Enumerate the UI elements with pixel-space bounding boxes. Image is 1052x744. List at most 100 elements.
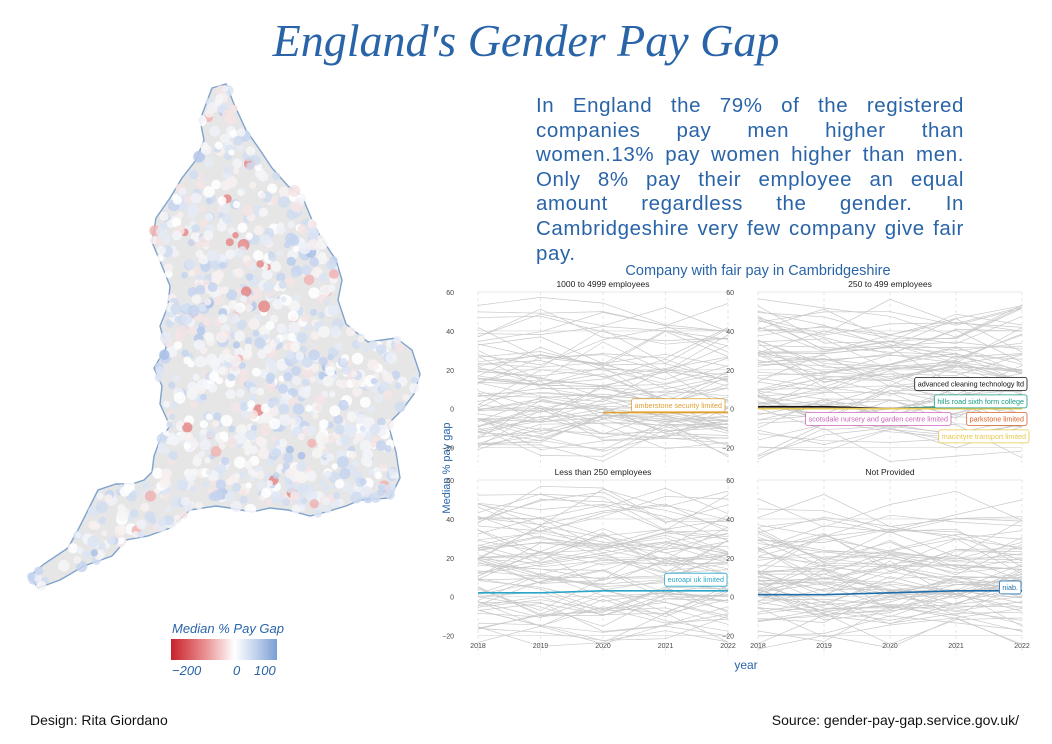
series-label: scotsdale nursery and garden centre limi… <box>805 411 952 426</box>
company-dot <box>325 366 335 376</box>
company-dot <box>270 196 279 205</box>
company-dot <box>309 376 316 383</box>
company-dot <box>252 250 264 261</box>
company-dot <box>58 560 70 572</box>
series-label-box <box>938 429 1030 444</box>
background-line <box>477 409 729 450</box>
company-dot <box>137 530 145 538</box>
company-dot <box>254 337 266 349</box>
background-line <box>477 505 729 533</box>
company-dot <box>159 331 172 344</box>
company-dot <box>168 381 176 389</box>
company-dot <box>233 456 246 469</box>
company-dot <box>245 146 256 156</box>
company-dot <box>277 464 284 471</box>
company-dot <box>284 468 295 479</box>
company-dot <box>287 310 299 322</box>
legend-color-bar <box>171 639 277 660</box>
company-dot <box>180 496 190 506</box>
company-dot <box>262 333 270 341</box>
company-dot <box>183 442 191 450</box>
svg-text:hills road sixth form college: hills road sixth form college <box>937 397 1024 406</box>
company-dot <box>160 222 168 230</box>
x-tick-label: 2022 <box>720 643 736 650</box>
company-dot <box>334 479 345 489</box>
background-line <box>757 533 1023 571</box>
company-dot <box>240 489 247 496</box>
background-line <box>477 559 729 586</box>
company-dot <box>183 195 192 204</box>
company-dot <box>268 406 279 417</box>
company-dot <box>266 458 275 467</box>
company-dot <box>339 358 348 367</box>
company-dot <box>256 260 264 268</box>
source-credit: Source: gender-pay-gap.service.gov.uk/ <box>771 712 1019 728</box>
company-dot <box>359 478 367 486</box>
company-dot <box>334 424 345 435</box>
x-tick-label: 2018 <box>470 643 486 650</box>
company-dot <box>233 135 244 146</box>
company-dot <box>222 85 229 93</box>
series-label: hills road sixth form college <box>933 394 1028 409</box>
company-dot <box>309 257 320 267</box>
background-line <box>757 589 1023 625</box>
y-tick-label: 0 <box>730 595 734 602</box>
company-dot <box>251 367 261 377</box>
company-dot <box>370 377 378 385</box>
background-line <box>477 368 729 403</box>
company-dot <box>321 497 331 506</box>
company-dot <box>313 509 322 518</box>
company-dot <box>245 337 253 345</box>
background-line <box>477 420 729 451</box>
background-line <box>757 333 1023 371</box>
x-tick-label: 2021 <box>658 643 674 650</box>
company-dot <box>411 376 418 384</box>
company-dot <box>245 232 253 240</box>
company-dot <box>220 286 229 295</box>
company-dot <box>225 249 236 260</box>
background-line <box>757 527 1023 564</box>
company-dot <box>285 276 296 287</box>
company-dot <box>282 462 290 470</box>
background-line <box>757 593 1023 621</box>
background-line <box>757 574 1023 592</box>
background-line <box>477 599 729 632</box>
background-line <box>477 315 729 345</box>
company-dot <box>374 394 384 404</box>
company-dot <box>214 97 223 106</box>
background-line <box>477 535 729 557</box>
company-dot <box>156 254 164 262</box>
series-label-box <box>631 398 726 413</box>
company-dot <box>234 330 246 342</box>
company-dot <box>232 158 243 169</box>
company-dot <box>195 249 204 258</box>
background-line <box>477 417 729 446</box>
company-dot <box>278 384 288 394</box>
background-line <box>477 534 729 561</box>
company-dot <box>278 438 288 448</box>
background-line <box>757 566 1023 591</box>
company-dot <box>87 535 99 548</box>
company-dot <box>290 342 300 353</box>
chart-panel: 250 to 499 employees −20 0 20 40 60 advanced c… <box>722 279 1030 467</box>
company-dot <box>226 437 238 448</box>
company-dot <box>303 274 315 285</box>
company-dot <box>221 133 231 143</box>
company-dot <box>189 170 199 180</box>
company-dot <box>292 294 301 303</box>
company-dot <box>367 359 379 371</box>
company-dot <box>276 323 287 334</box>
company-dot <box>245 260 254 268</box>
company-dot <box>236 319 247 330</box>
company-dot <box>297 433 305 441</box>
company-dot <box>310 363 320 373</box>
background-line <box>757 516 1023 549</box>
company-dot <box>296 471 308 484</box>
company-dot <box>199 434 207 442</box>
company-dot <box>326 421 334 429</box>
company-dot <box>331 463 338 470</box>
company-dot <box>312 412 319 420</box>
company-dot <box>318 325 330 338</box>
y-tick-label: 60 <box>726 478 734 485</box>
company-dot <box>238 471 246 479</box>
